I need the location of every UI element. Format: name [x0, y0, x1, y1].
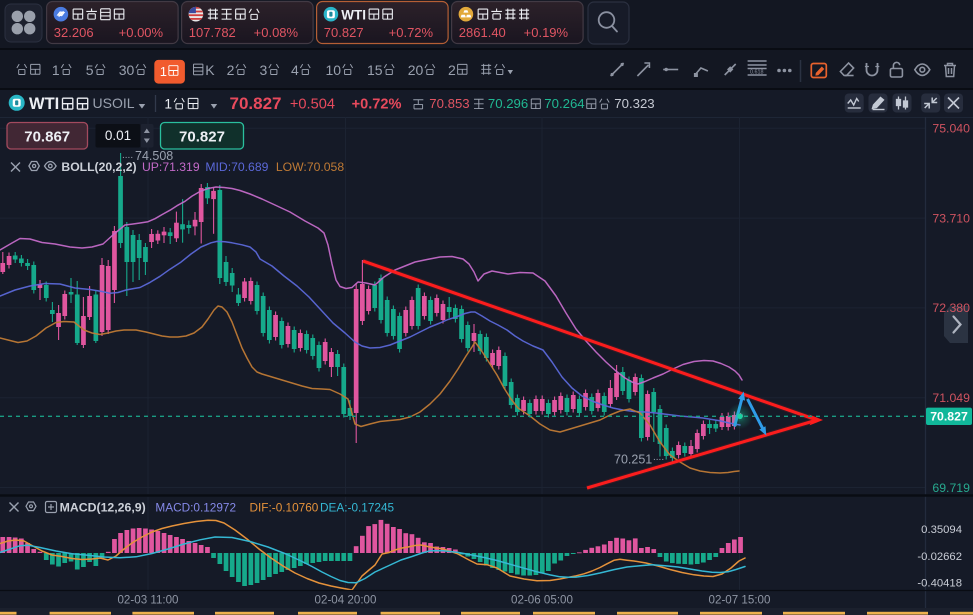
svg-text:+0.72%: +0.72%: [389, 25, 434, 40]
svg-text:WTI: WTI: [29, 95, 59, 113]
svg-text:02-03 11:00: 02-03 11:00: [117, 594, 178, 607]
svg-text:5: 5: [86, 62, 94, 78]
svg-text:0: 0: [333, 62, 341, 78]
svg-text:0.618: 0.618: [750, 70, 764, 76]
svg-text:2: 2: [448, 62, 456, 78]
svg-text:72.380: 72.380: [932, 301, 970, 315]
svg-text:0: 0: [416, 62, 424, 78]
svg-text:70.323: 70.323: [614, 96, 654, 111]
svg-text:1: 1: [164, 97, 172, 112]
svg-text:1: 1: [367, 62, 375, 78]
svg-text:1: 1: [160, 64, 167, 79]
svg-text:107.782: 107.782: [189, 25, 236, 40]
svg-text:+0.504: +0.504: [290, 97, 335, 113]
svg-text:70.827: 70.827: [230, 94, 282, 113]
svg-text:-0.02662: -0.02662: [917, 551, 962, 563]
svg-text:70.867: 70.867: [24, 129, 70, 146]
svg-text:0: 0: [127, 62, 135, 78]
svg-text:70.296: 70.296: [488, 96, 528, 111]
svg-text:WTI: WTI: [341, 8, 366, 23]
svg-text:70.251: 70.251: [614, 453, 652, 467]
svg-text:73.710: 73.710: [932, 211, 970, 225]
svg-text:2: 2: [408, 62, 416, 78]
svg-text:MID:70.689: MID:70.689: [205, 160, 268, 174]
svg-text:70.853: 70.853: [429, 96, 469, 111]
svg-text:UP:71.319: UP:71.319: [142, 160, 200, 174]
svg-text:2861.40: 2861.40: [459, 25, 506, 40]
svg-text:02-06 05:00: 02-06 05:00: [511, 594, 573, 607]
svg-text:02-07 15:00: 02-07 15:00: [709, 594, 771, 607]
svg-text:70.827: 70.827: [930, 410, 968, 424]
svg-text:DEA:-0.17245: DEA:-0.17245: [320, 501, 395, 515]
svg-text:DIF:-0.10760: DIF:-0.10760: [250, 501, 319, 515]
svg-text:....: ....: [653, 452, 664, 463]
svg-text:74.508: 74.508: [135, 149, 173, 163]
svg-text:75.040: 75.040: [932, 122, 970, 136]
svg-text:BOLL(20,2,2): BOLL(20,2,2): [61, 160, 136, 174]
svg-text:LOW:70.058: LOW:70.058: [276, 160, 344, 174]
svg-text:0.01: 0.01: [105, 128, 131, 143]
svg-text:+0.00%: +0.00%: [119, 25, 164, 40]
svg-text:+0.19%: +0.19%: [524, 25, 569, 40]
svg-text:5: 5: [375, 62, 383, 78]
svg-text:4: 4: [291, 62, 299, 78]
svg-text:70.264: 70.264: [544, 96, 584, 111]
svg-text:MACD(12,26,9): MACD(12,26,9): [60, 501, 146, 515]
svg-text:+0.08%: +0.08%: [254, 25, 299, 40]
svg-text:+0.72%: +0.72%: [352, 97, 402, 113]
svg-text:-0.40418: -0.40418: [917, 578, 962, 590]
svg-text:....: ....: [122, 150, 133, 161]
svg-text:70.827: 70.827: [324, 25, 364, 40]
svg-text:1: 1: [52, 62, 60, 78]
svg-text:02-04 20:00: 02-04 20:00: [315, 594, 377, 607]
svg-text:1: 1: [326, 62, 334, 78]
svg-text:70.827: 70.827: [179, 129, 225, 146]
svg-text:MACD:0.12972: MACD:0.12972: [155, 501, 236, 515]
svg-text:0.35094: 0.35094: [921, 524, 962, 536]
svg-text:2: 2: [227, 62, 235, 78]
svg-text:3: 3: [119, 62, 127, 78]
svg-text:K: K: [205, 62, 215, 78]
svg-text:USOIL: USOIL: [93, 95, 135, 111]
svg-text:69.719: 69.719: [932, 481, 970, 495]
svg-text:32.206: 32.206: [54, 25, 94, 40]
svg-text:3: 3: [260, 62, 268, 78]
svg-text:71.049: 71.049: [932, 391, 970, 405]
